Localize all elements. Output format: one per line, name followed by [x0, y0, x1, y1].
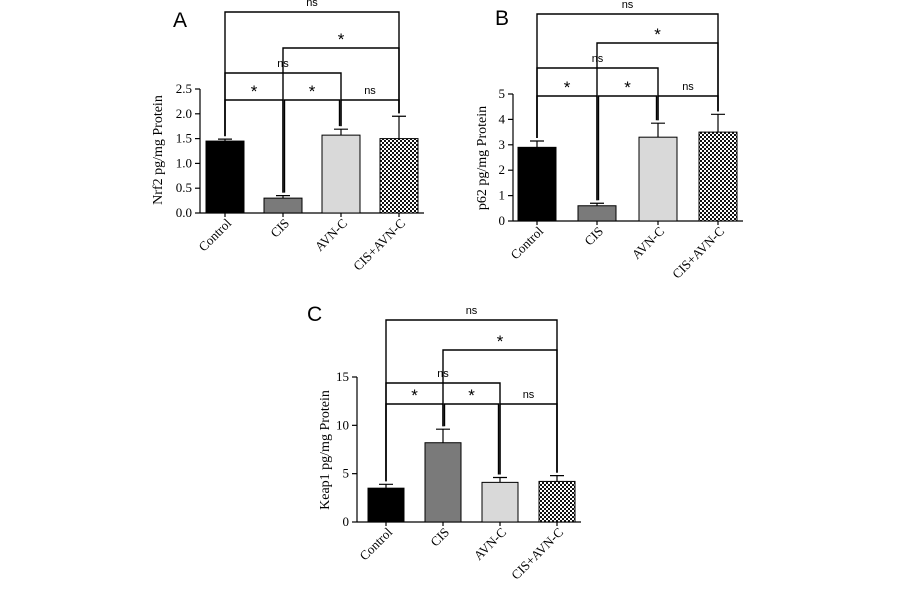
panel-c-significance-ns: ns — [437, 368, 449, 380]
panel-c-category-label: AVN-C — [471, 525, 510, 564]
panel-b-category-label: AVN-C — [629, 224, 668, 263]
panel-b-significance-star: * — [654, 25, 661, 44]
panel-c-ytick-label: 0 — [343, 514, 350, 529]
panel-c-bracket — [443, 403, 500, 475]
panel-a-bracket — [283, 99, 341, 193]
panel-b-category-label: Control — [507, 223, 546, 262]
panel-b-error-bar-control — [530, 140, 544, 148]
panel-c-ytick-label: 5 — [343, 466, 350, 481]
panel-a-bar-cis-avn-c — [379, 138, 419, 214]
panel-a-bracket — [224, 11, 400, 137]
panel-b-bar-cis — [577, 205, 617, 222]
panel-b-ytick-label: 1 — [499, 188, 506, 203]
panel-a-bar-avn-c — [321, 134, 361, 214]
panel-a-bar-control — [205, 140, 245, 214]
panel-c-bar-control — [367, 487, 405, 523]
panel-c-category-label: Control — [356, 524, 395, 563]
panel-a-error-bar-cis — [276, 195, 290, 199]
panel-c-bar-cis — [424, 442, 462, 523]
panel-a-significance-star: * — [338, 30, 345, 49]
panel-c-category-label: CIS — [427, 525, 452, 550]
panel-b-error-bar-cis-avn-c — [711, 113, 725, 133]
panel-b-ytick-label: 3 — [499, 137, 506, 152]
panel-a-ytick-label: 0.5 — [176, 180, 192, 195]
panel-a-significance-star: * — [251, 82, 258, 101]
panel-c-significance-ns: ns — [466, 305, 478, 317]
panel-b-bar-control — [517, 146, 557, 222]
panel-c-ytick-label: 15 — [336, 369, 349, 384]
panel-c-ylabel: Keap1 pg/mg Protein — [318, 390, 333, 510]
panel-b-bracket — [657, 95, 719, 121]
panel-b-bar-avn-c — [638, 136, 678, 222]
panel-b-bracket — [536, 95, 598, 201]
panel-c-significance-ns: ns — [523, 389, 535, 401]
panel-a-plot: 0.0 0.5 1.0 1.5 2.0 2.5 Control CIS AVN-C CIS+AVN… — [176, 0, 424, 274]
panel-b-ytick-label: 0 — [499, 213, 506, 228]
panel-b-plot: 0 1 2 3 4 5 Control CIS AVN-C CIS+AVN-C ns * ns * * ns — [499, 0, 743, 282]
panel-a-significance-ns: ns — [306, 0, 318, 9]
panel-b-error-bar-cis — [590, 202, 604, 206]
panel-b-significance-star: * — [624, 78, 631, 97]
panel-c-significance-star: * — [411, 386, 418, 405]
panel-b-ytick-label: 2 — [499, 162, 506, 177]
panel-b-ytick-label: 5 — [499, 86, 506, 101]
panel-b-ylabel: p62 pg/mg Protein — [475, 106, 490, 210]
panel-a-ytick-label: 0.0 — [176, 205, 192, 220]
panel-b-bracket — [597, 95, 658, 201]
panel-b-significance-ns: ns — [682, 81, 694, 93]
panel-c-significance-star: * — [468, 386, 475, 405]
panel-a-bracket — [224, 99, 284, 193]
panel-c-error-bar-avn-c — [493, 476, 507, 483]
panel-c-significance-star: * — [497, 332, 504, 351]
panel-b-bracket — [536, 13, 719, 138]
panel-a-significance-ns: ns — [364, 85, 376, 97]
panel-b-category-label: CIS+AVN-C — [669, 224, 727, 282]
panel-b-significance-ns: ns — [622, 0, 634, 11]
panel-c-ytick-label: 10 — [336, 417, 349, 432]
panel-b-error-bar-avn-c — [651, 122, 665, 138]
panel-c-bar-avn-c — [481, 481, 519, 523]
panel-a-ytick-label: 1.0 — [176, 155, 192, 170]
panel-c-bracket — [499, 403, 558, 475]
panel-b-significance-star: * — [564, 78, 571, 97]
panel-c-error-bar-cis — [436, 428, 450, 443]
panel-a-ytick-label: 1.5 — [176, 131, 192, 146]
panel-a-ytick-label: 2.5 — [176, 81, 192, 96]
panel-a-bracket — [340, 99, 400, 127]
panel-a-error-bar-control — [218, 138, 232, 142]
panel-a-ylabel: Nrf2 pg/mg Protein — [151, 95, 166, 205]
panel-c-bar-cis-avn-c — [538, 480, 576, 523]
panel-label-b: B — [495, 7, 509, 30]
panel-b-significance-ns: ns — [592, 53, 604, 65]
panel-b-ytick-label: 4 — [499, 111, 506, 126]
panel-a-error-bar-cis-avn-c — [392, 115, 406, 139]
panel-a-significance-ns: ns — [277, 58, 289, 70]
panel-a-significance-star: * — [309, 82, 316, 101]
panel-a-category-label: AVN-C — [312, 216, 351, 255]
panel-c-category-label: CIS+AVN-C — [508, 525, 566, 583]
panel-c-error-bar-control — [379, 483, 393, 489]
panel-b-bar-cis-avn-c — [698, 131, 738, 222]
panel-a-ytick-label: 2.0 — [176, 106, 192, 121]
panel-label-c: C — [307, 303, 322, 326]
panel-a-category-label: CIS — [267, 216, 292, 241]
panel-a-category-label: Control — [195, 215, 234, 254]
panel-a-category-label: CIS+AVN-C — [350, 216, 408, 274]
panel-c-bracket — [385, 403, 444, 482]
panel-a-error-bar-avn-c — [334, 128, 348, 136]
panel-c-error-bar-cis-avn-c — [550, 475, 564, 482]
panel-label-a: A — [173, 9, 187, 32]
panel-a-bar-cis — [263, 197, 303, 214]
panel-b-category-label: CIS — [581, 224, 606, 249]
